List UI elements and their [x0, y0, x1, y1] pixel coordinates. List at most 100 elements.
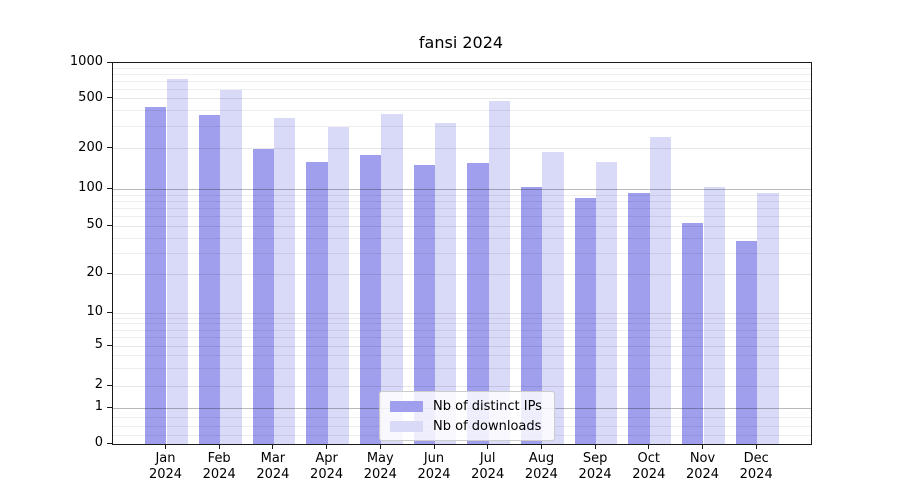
x-tick-label-month: Feb: [207, 451, 231, 466]
bar-distinct-ips: [252, 148, 274, 444]
y-tick-mark: [107, 187, 112, 189]
bar-downloads: [542, 151, 564, 444]
x-tick-mark: [648, 444, 650, 449]
y-tick-mark: [107, 61, 112, 63]
legend-label: Nb of distinct IPs: [433, 398, 542, 414]
bar-downloads: [327, 126, 349, 444]
x-tick-label-month: Nov: [689, 451, 716, 466]
x-tick-label-year: 2024: [310, 467, 344, 482]
y-tick-label: 200: [78, 139, 103, 155]
legend-swatch: [390, 420, 423, 432]
bar-distinct-ips: [359, 154, 382, 444]
y-tick-label: 2: [94, 377, 103, 393]
legend: Nb of distinct IPs Nb of downloads: [379, 391, 555, 441]
x-tick-label: Dec 2024: [728, 451, 784, 483]
x-tick-label-year: 2024: [202, 467, 236, 482]
bar-distinct-ips: [735, 240, 758, 444]
bar-downloads: [596, 161, 618, 444]
bar-downloads: [649, 136, 672, 444]
bar-distinct-ips: [682, 223, 704, 444]
x-tick-label: Jan 2024: [138, 451, 194, 483]
x-tick-mark: [540, 444, 542, 449]
x-tick-label-year: 2024: [739, 467, 773, 482]
x-tick-label-year: 2024: [363, 467, 397, 482]
bar-distinct-ips: [574, 197, 597, 444]
y-tick-mark: [107, 311, 112, 313]
x-tick-mark: [487, 444, 489, 449]
y-tick-label: 1: [94, 399, 103, 415]
x-tick-label-year: 2024: [685, 467, 720, 482]
x-tick-mark: [433, 444, 435, 449]
legend-swatch: [390, 400, 423, 412]
x-tick-label: Feb 2024: [191, 451, 247, 483]
x-tick-label-year: 2024: [417, 467, 451, 482]
y-tick-mark: [107, 406, 112, 408]
x-tick-label-month: Jun: [423, 451, 445, 466]
bar-distinct-ips: [413, 164, 435, 444]
chart-title: fansi 2024: [418, 33, 504, 52]
y-tick-label: 50: [86, 217, 103, 233]
bar-distinct-ips: [306, 161, 328, 444]
bar-distinct-ips: [198, 115, 221, 444]
x-tick-label-month: May: [366, 451, 394, 466]
y-tick-mark: [107, 384, 112, 386]
plot-area: [112, 62, 812, 445]
legend-item: Nb of downloads: [390, 418, 542, 434]
bar-downloads: [166, 78, 188, 444]
y-tick-label: 1000: [69, 54, 103, 69]
x-tick-label-month: Apr: [315, 451, 338, 466]
y-tick-mark: [107, 442, 112, 444]
x-tick-label-month: Sep: [582, 451, 608, 466]
x-tick-label-month: Jan: [155, 451, 176, 466]
y-tick-label: 10: [86, 304, 103, 320]
x-tick-label: Nov 2024: [675, 451, 731, 483]
x-tick-mark: [755, 444, 757, 449]
y-tick-label: 0: [94, 435, 103, 450]
y-tick-label: 500: [78, 89, 103, 105]
y-tick-label: 20: [86, 265, 103, 281]
x-tick-label-year: 2024: [578, 467, 612, 482]
bar-distinct-ips: [467, 162, 489, 444]
x-tick-label-month: Aug: [528, 451, 555, 466]
x-tick-label: Oct 2024: [621, 451, 677, 483]
x-tick-mark: [218, 444, 220, 449]
legend-item: Nb of distinct IPs: [390, 398, 542, 414]
y-tick-mark: [107, 147, 112, 149]
y-tick-mark: [107, 272, 112, 274]
y-tick-mark: [107, 344, 112, 346]
x-tick-label-month: Oct: [637, 451, 661, 466]
x-tick-label-year: 2024: [148, 467, 183, 482]
x-tick-label-month: Jul: [479, 451, 496, 466]
x-tick-label: Aug 2024: [513, 451, 569, 483]
x-tick-label-year: 2024: [471, 467, 505, 482]
bar-distinct-ips: [628, 192, 650, 444]
bar-downloads: [273, 118, 296, 444]
x-tick-mark: [594, 444, 596, 449]
bar-distinct-ips: [145, 107, 167, 444]
x-tick-label: Mar 2024: [245, 451, 301, 483]
x-tick-mark: [326, 444, 328, 449]
x-tick-label: Jul 2024: [460, 451, 516, 483]
bar-distinct-ips: [521, 186, 543, 444]
bar-downloads: [703, 186, 725, 444]
bar-downloads: [220, 90, 242, 444]
x-tick-label-year: 2024: [632, 467, 666, 482]
bar-downloads: [381, 114, 403, 444]
x-tick-label-month: Mar: [260, 451, 286, 466]
bar-downloads: [488, 101, 511, 444]
bars-layer: [113, 63, 811, 444]
x-tick-label-year: 2024: [524, 467, 558, 482]
y-tick-mark: [107, 224, 112, 226]
bar-downloads: [757, 192, 779, 444]
bar-downloads: [435, 123, 457, 444]
x-tick-mark: [702, 444, 703, 449]
x-tick-label: Sep 2024: [567, 451, 623, 483]
y-tick-label: 100: [78, 180, 103, 196]
x-tick-label: May 2024: [352, 451, 408, 483]
y-tick-label: 5: [94, 337, 103, 353]
x-tick-mark: [165, 444, 166, 449]
legend-label: Nb of downloads: [433, 418, 542, 434]
y-tick-mark: [107, 97, 112, 99]
x-tick-label: Apr 2024: [299, 451, 355, 483]
